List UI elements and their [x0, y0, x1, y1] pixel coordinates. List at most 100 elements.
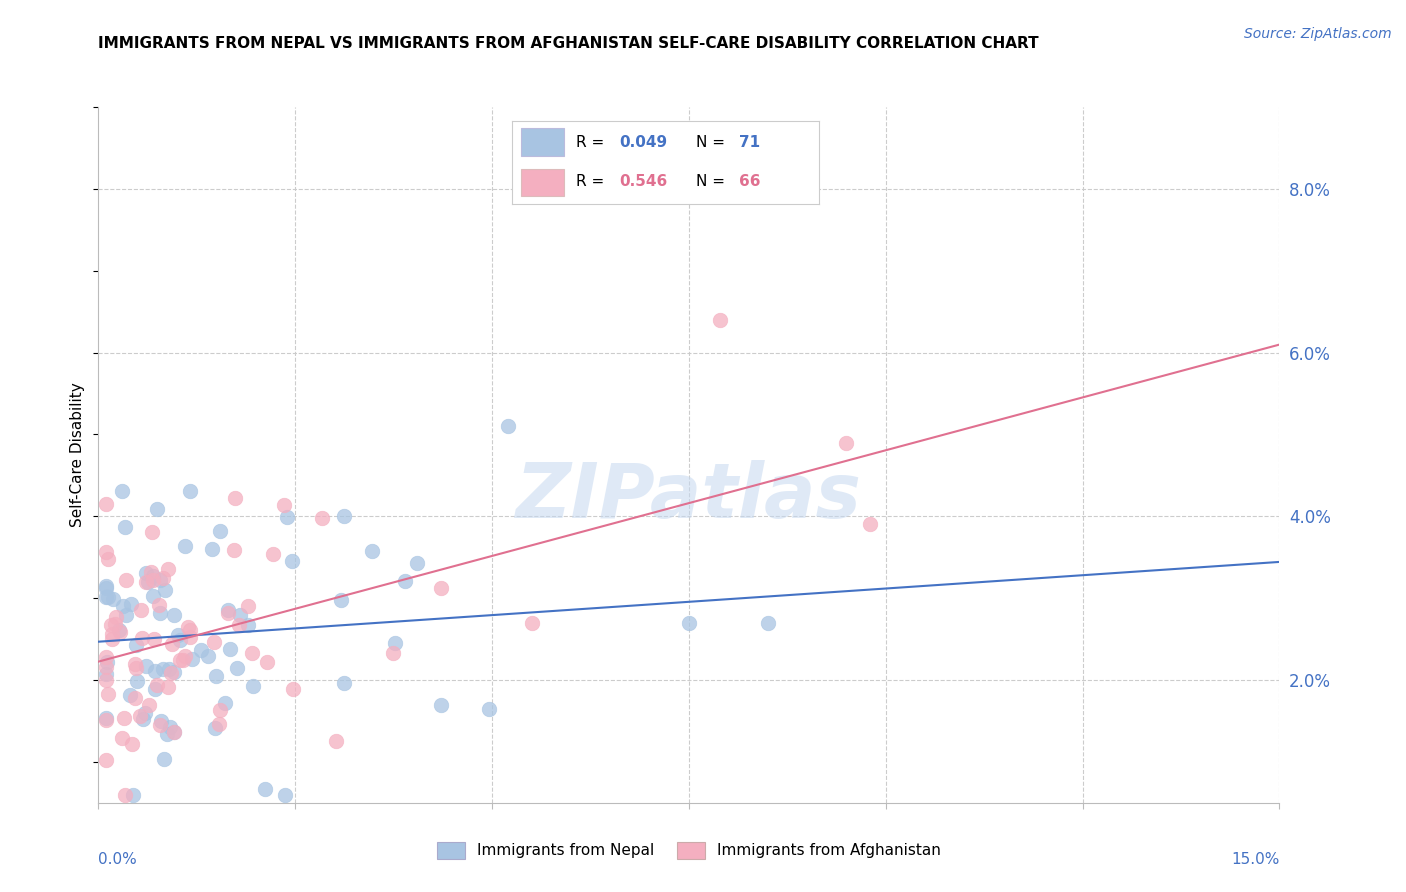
Point: [157, 681, 180, 695]
Point: [208, 717, 231, 731]
Point: [163, 725, 186, 739]
Point: [333, 675, 356, 690]
Point: [149, 574, 172, 588]
Point: [146, 678, 169, 692]
Point: [204, 721, 226, 735]
Point: [97, 590, 120, 604]
Point: [143, 681, 166, 696]
Point: [228, 618, 250, 632]
Point: [835, 435, 858, 450]
Point: [101, 626, 124, 640]
Point: [208, 703, 231, 717]
Point: [121, 737, 143, 751]
Point: [311, 511, 333, 525]
Point: [108, 625, 131, 640]
Point: [112, 710, 135, 724]
Point: [174, 648, 197, 663]
Point: [114, 788, 136, 802]
Point: [148, 598, 170, 612]
Text: 15.0%: 15.0%: [1232, 852, 1279, 867]
Point: [156, 726, 179, 740]
Point: [136, 575, 159, 590]
Point: [214, 696, 236, 710]
Text: 0.0%: 0.0%: [98, 852, 138, 867]
Point: [276, 509, 298, 524]
Point: [242, 679, 264, 693]
Point: [236, 599, 259, 613]
Point: [111, 731, 134, 746]
Point: [205, 669, 228, 683]
Point: [382, 646, 405, 660]
Point: [217, 603, 239, 617]
Point: [101, 592, 124, 607]
Point: [209, 524, 232, 538]
Point: [100, 618, 122, 632]
Point: [430, 581, 453, 595]
Point: [496, 419, 519, 434]
Point: [280, 554, 302, 568]
Point: [254, 782, 277, 797]
Point: [181, 651, 204, 665]
Point: [96, 710, 118, 724]
Point: [256, 655, 278, 669]
Point: [111, 599, 134, 614]
Point: [134, 706, 156, 721]
Point: [146, 501, 169, 516]
Point: [142, 590, 165, 604]
Point: [678, 615, 700, 630]
Point: [111, 484, 134, 499]
Point: [96, 673, 118, 688]
Point: [174, 539, 197, 553]
Point: [361, 544, 384, 558]
Legend: Immigrants from Nepal, Immigrants from Afghanistan: Immigrants from Nepal, Immigrants from A…: [432, 836, 946, 864]
Point: [172, 653, 194, 667]
Point: [273, 788, 295, 802]
Point: [97, 552, 120, 566]
Point: [176, 619, 198, 633]
Point: [430, 698, 453, 712]
Point: [159, 720, 181, 734]
Point: [105, 610, 128, 624]
Point: [114, 519, 136, 533]
Point: [149, 606, 172, 620]
Point: [125, 661, 148, 675]
Point: [141, 524, 163, 539]
Point: [121, 597, 143, 611]
Point: [96, 498, 118, 512]
Y-axis label: Self-Care Disability: Self-Care Disability: [70, 383, 86, 527]
Point: [135, 566, 157, 581]
Point: [124, 657, 146, 672]
Point: [333, 508, 356, 523]
Point: [240, 646, 263, 660]
Point: [478, 702, 501, 716]
Point: [96, 660, 118, 674]
Point: [129, 603, 152, 617]
Point: [142, 632, 165, 646]
Point: [122, 788, 145, 802]
Point: [104, 616, 127, 631]
Point: [224, 543, 246, 558]
Point: [96, 591, 118, 605]
Point: [97, 687, 120, 701]
Text: IMMIGRANTS FROM NEPAL VS IMMIGRANTS FROM AFGHANISTAN SELF-CARE DISABILITY CORREL: IMMIGRANTS FROM NEPAL VS IMMIGRANTS FROM…: [98, 36, 1039, 51]
Point: [163, 724, 186, 739]
Point: [107, 623, 129, 637]
Point: [262, 547, 284, 561]
Point: [522, 615, 544, 630]
Point: [124, 690, 146, 705]
Point: [149, 718, 172, 732]
Point: [160, 666, 183, 681]
Point: [281, 682, 304, 697]
Point: [150, 714, 173, 728]
Point: [101, 632, 124, 647]
Text: Source: ZipAtlas.com: Source: ZipAtlas.com: [1244, 27, 1392, 41]
Point: [96, 667, 118, 681]
Point: [202, 635, 225, 649]
Point: [162, 637, 184, 651]
Point: [224, 491, 246, 505]
Point: [152, 571, 174, 585]
Point: [273, 498, 295, 512]
Point: [153, 752, 176, 766]
Point: [138, 698, 160, 712]
Point: [329, 593, 352, 607]
